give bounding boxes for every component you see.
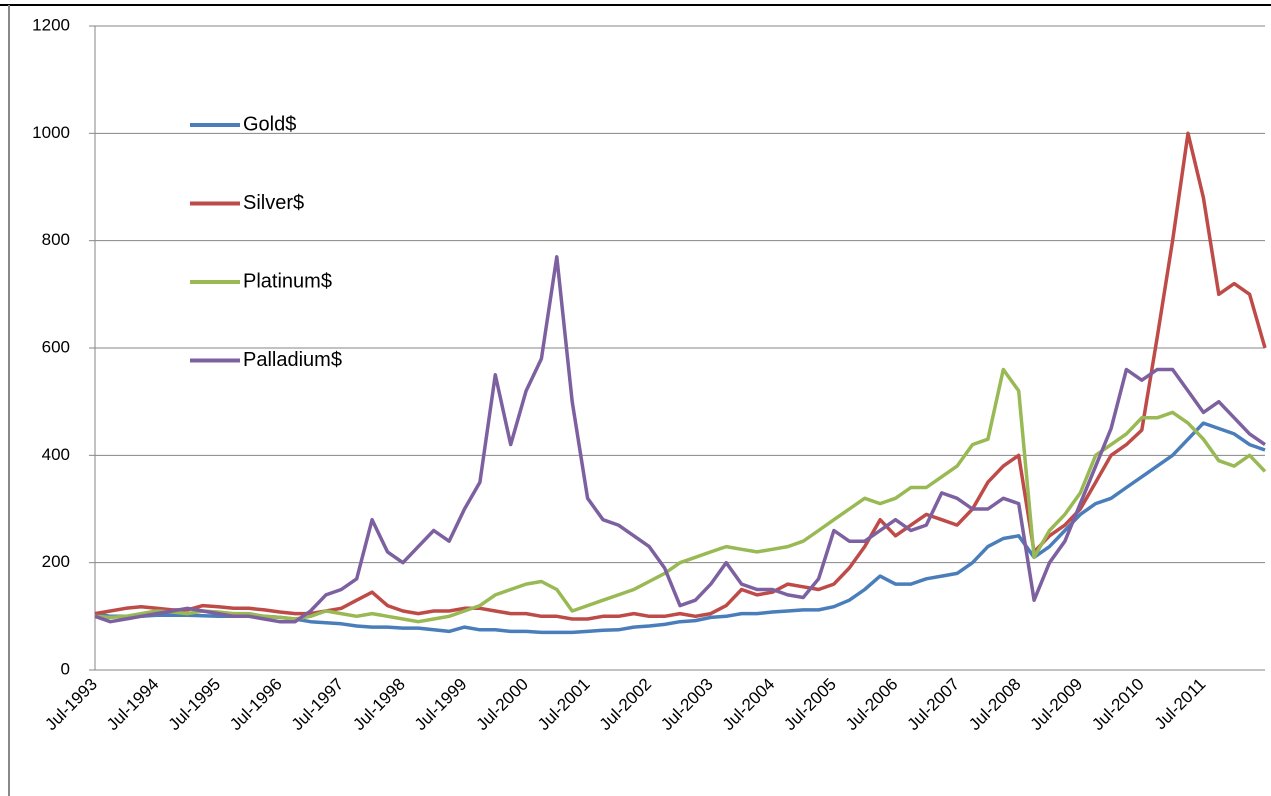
x-tick-label: Jul-2009 bbox=[1027, 675, 1087, 735]
y-tick-label: 800 bbox=[42, 230, 70, 249]
legend-label: Silver$ bbox=[243, 192, 304, 214]
x-tick-label: Jul-2002 bbox=[596, 675, 656, 735]
x-tick-label: Jul-1995 bbox=[165, 675, 225, 735]
x-tick-label: Jul-2003 bbox=[657, 675, 717, 735]
series-line bbox=[94, 367, 1267, 624]
x-tick-label: Jul-2008 bbox=[965, 675, 1025, 735]
x-tick-label: Jul-1993 bbox=[41, 675, 101, 735]
legend-label: Gold$ bbox=[243, 113, 296, 135]
legend-label: Palladium$ bbox=[243, 349, 342, 371]
x-tick-label: Jul-1996 bbox=[226, 675, 286, 735]
y-tick-label: 400 bbox=[42, 445, 70, 464]
x-tick-label: Jul-2000 bbox=[473, 675, 533, 735]
y-tick-label: 1000 bbox=[32, 123, 70, 142]
y-tick-label: 1200 bbox=[32, 15, 70, 34]
series-line bbox=[94, 255, 1266, 624]
x-tick-label: Jul-2004 bbox=[719, 675, 779, 735]
x-tick-label: Jul-1994 bbox=[103, 675, 163, 735]
y-tick-label: 600 bbox=[42, 337, 70, 356]
x-tick-label: Jul-2005 bbox=[780, 675, 840, 735]
x-tick-label: Jul-2006 bbox=[842, 675, 902, 735]
y-tick-label: 0 bbox=[61, 659, 70, 678]
legend-label: Platinum$ bbox=[243, 270, 332, 292]
x-tick-label: Jul-2011 bbox=[1151, 675, 1210, 734]
x-tick-label: Jul-2010 bbox=[1088, 675, 1148, 735]
series-line bbox=[94, 131, 1267, 621]
y-tick-label: 200 bbox=[42, 552, 70, 571]
x-tick-label: Jul-1999 bbox=[411, 675, 471, 735]
x-tick-label: Jul-2007 bbox=[904, 675, 964, 735]
x-tick-label: Jul-2001 bbox=[534, 675, 594, 735]
x-tick-label: Jul-1998 bbox=[349, 675, 409, 735]
x-tick-label: Jul-1997 bbox=[288, 675, 348, 735]
